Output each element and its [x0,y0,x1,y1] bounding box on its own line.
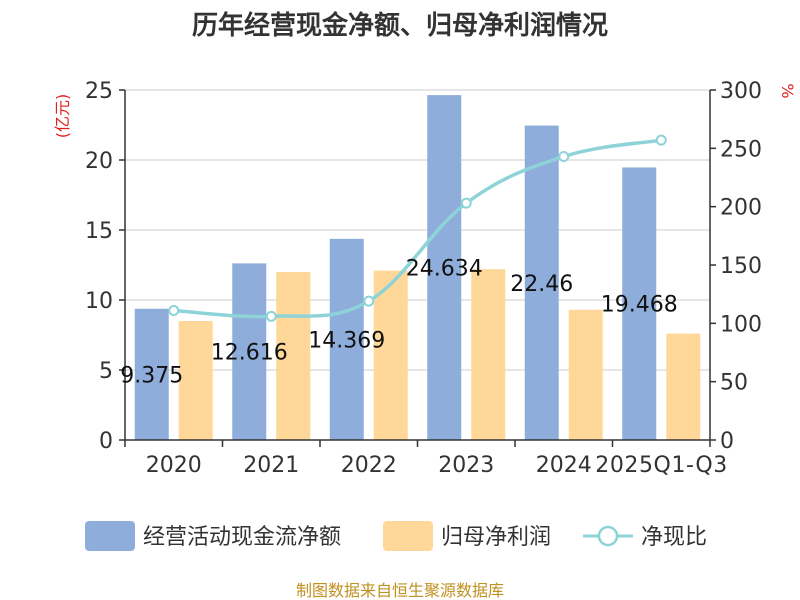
left-tick-label: 20 [85,149,113,174]
right-tick-label: 200 [720,196,762,221]
left-tick-label: 25 [85,79,113,104]
left-tick-label: 15 [85,219,113,244]
data-label: 9.375 [120,363,183,388]
data-label: 19.468 [601,293,678,318]
left-tick-label: 5 [99,359,113,384]
right-axis-unit: % [778,83,797,98]
bar-net-profit [666,333,701,440]
bar-operating-cash-flow [622,167,657,440]
ratio-point [558,151,570,162]
ratio-point [460,197,472,209]
left-tick-label: 10 [85,289,113,314]
x-tick-label: 2022 [341,453,397,478]
bar-operating-cash-flow [232,263,267,440]
legend-swatch-net-profit [383,521,433,551]
source-note: 制图数据来自恒生聚源数据库 [296,581,504,600]
bar-operating-cash-flow [329,238,364,440]
ratio-line [168,134,667,322]
x-tick-label: 2021 [243,453,299,478]
gridlines [125,89,710,371]
right-tick-label: 150 [720,254,762,279]
bar-net-profit [373,270,408,440]
chart-title: 历年经营现金净额、归母净利润情况 [192,10,608,41]
right-tick-label: 300 [720,79,762,104]
x-tick-label: 2023 [438,453,494,478]
bars [134,95,701,441]
ratio-point [168,305,180,316]
data-labels: 9.375 12.616 14.369 24.634 22.46 19.468 [120,257,677,389]
bar-net-profit [276,272,311,440]
data-label: 22.46 [510,272,573,297]
bar-net-profit [471,269,506,440]
data-label: 24.634 [406,257,483,282]
legend-label-net-profit: 归母净利润 [441,525,551,550]
x-tick-label: 2020 [146,453,202,478]
legend: 经营活动现金流净额 归母净利润 净现比 [85,521,707,551]
legend-label-operating-cash-flow: 经营活动现金流净额 [143,525,341,550]
ratio-point [265,310,277,322]
right-tick-label: 50 [720,371,748,396]
bar-operating-cash-flow [524,125,559,440]
bar-operating-cash-flow [134,308,169,440]
right-tick-label: 0 [720,429,734,454]
x-tick-label: 2024 [536,453,592,478]
bar-operating-cash-flow [427,95,462,441]
legend-label-ratio: 净现比 [641,525,707,550]
legend-swatch-operating-cash-flow [85,521,135,551]
left-axis-unit: (亿元) [53,94,72,139]
legend-swatch-ratio-marker [597,525,619,547]
right-tick-label: 100 [720,312,762,337]
data-label: 12.616 [211,341,288,366]
ratio-point [363,295,375,307]
left-tick-label: 0 [99,429,113,454]
ratio-point [655,134,667,146]
data-label: 14.369 [308,328,385,353]
x-tick-label: 2025Q1-Q3 [595,453,727,478]
right-tick-label: 250 [720,137,762,162]
bar-net-profit [178,321,213,440]
bar-net-profit [568,309,603,440]
